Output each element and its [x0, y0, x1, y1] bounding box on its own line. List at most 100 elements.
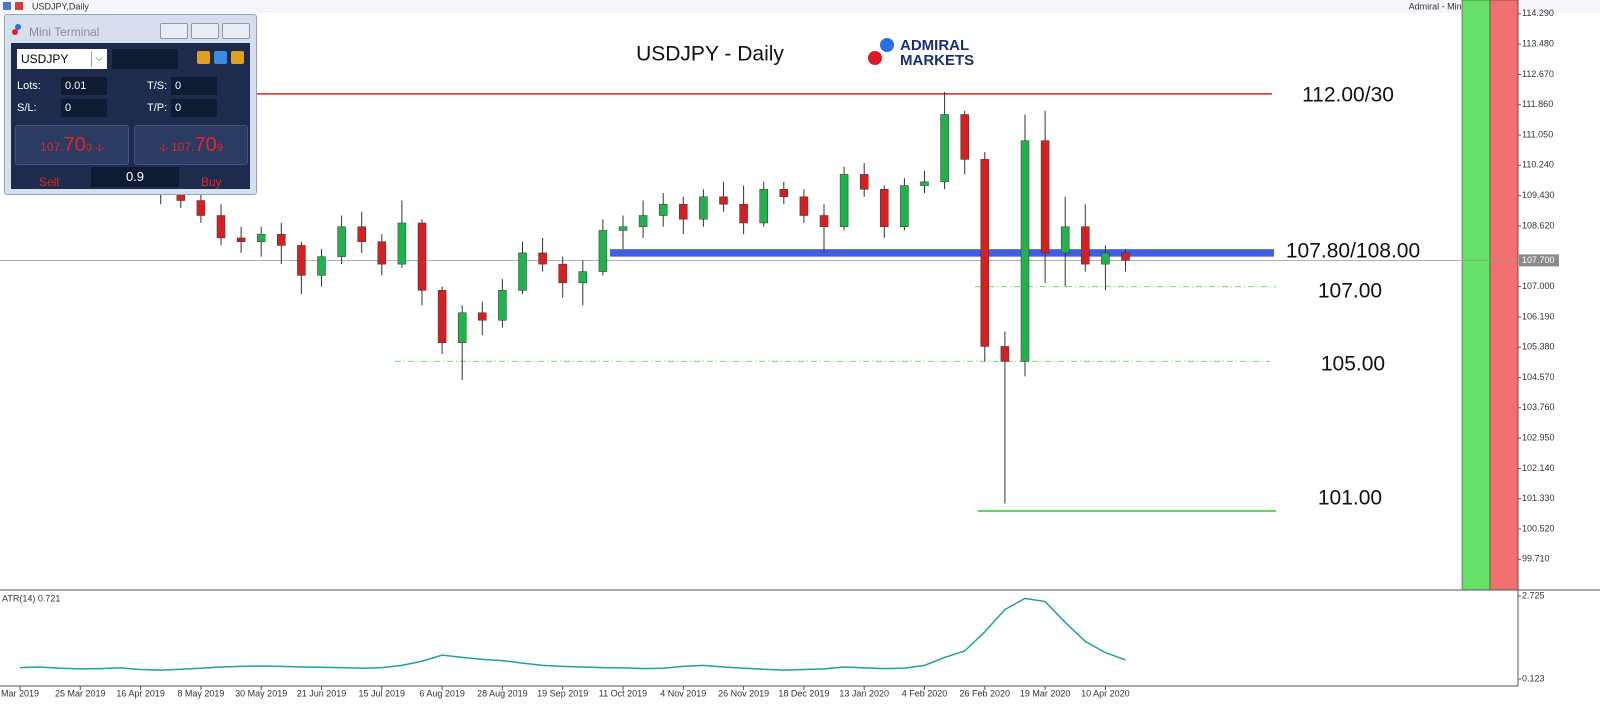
candle-body: [980, 159, 990, 347]
candle-body: [397, 222, 407, 265]
x-tick-label: 15 Jul 2019: [359, 688, 406, 698]
candle-body: [799, 196, 809, 216]
sell-price-fraction: 0: [85, 142, 92, 154]
sell-button[interactable]: 107.700 🡣: [15, 125, 129, 165]
symbol-input[interactable]: [112, 49, 178, 69]
symbol-select[interactable]: USDJPY: [17, 49, 107, 69]
ts-input[interactable]: 0: [171, 77, 217, 95]
candle-body: [437, 290, 447, 343]
caption-icon: [3, 2, 11, 10]
y-tick-label: 107.000: [1522, 281, 1555, 291]
tool-button[interactable]: [197, 51, 210, 64]
close-button[interactable]: [222, 23, 250, 39]
candle-body: [839, 174, 849, 227]
level-label: 112.00/30: [1302, 84, 1394, 107]
dropdown-arrow[interactable]: ⌵: [91, 51, 106, 67]
mini-terminal: Mini Terminal USDJPY ⌵ Lots: 0.01 T/S: 0…: [4, 14, 257, 195]
candle-body: [558, 263, 567, 284]
lots-input[interactable]: 0.01: [61, 77, 107, 95]
restore-button[interactable]: [191, 23, 219, 39]
x-tick-label: 8 May 2019: [177, 688, 224, 698]
candle-body: [880, 189, 889, 227]
terminal-title: Mini Terminal: [29, 25, 100, 39]
candle-body: [859, 174, 869, 190]
candle-body: [940, 114, 949, 183]
x-tick-label: 21 Jun 2019: [297, 688, 347, 698]
buy-label[interactable]: Buy: [201, 175, 222, 189]
candle-body: [337, 226, 346, 257]
candle-body: [498, 290, 507, 321]
candle-body: [538, 252, 547, 265]
candle-body: [196, 200, 206, 216]
logo-text: ADMIRAL: [900, 37, 969, 54]
candle-body: [618, 226, 628, 231]
spread: 0.9: [91, 167, 179, 187]
y-tick-label: 100.520: [1522, 523, 1555, 533]
chart-title: USDJPY - Daily: [636, 43, 784, 66]
candle-body: [598, 230, 608, 272]
caption: USDJPY,Daily: [32, 1, 89, 11]
terminal-icon: [15, 24, 21, 30]
level-label: 105.00: [1321, 353, 1385, 376]
x-tick-label: 19 Sep 2019: [537, 688, 588, 698]
y-tick-label: 114.290: [1522, 8, 1554, 18]
caption-bar: [0, 0, 1600, 13]
y-tick-label: 105.380: [1522, 342, 1555, 352]
buy-price-fraction: 9: [216, 142, 223, 154]
y-tick-label: 111.860: [1522, 99, 1553, 109]
candle-body: [699, 196, 708, 220]
y-tick-label: 102.950: [1522, 432, 1555, 442]
y-tick-label: 104.570: [1522, 372, 1555, 382]
candle-body: [377, 241, 387, 265]
sell-label[interactable]: Sell: [39, 175, 60, 189]
signal-strip: [1461, 0, 1491, 591]
candle-body: [638, 215, 648, 227]
x-tick-label: Mar 2019: [1, 688, 39, 698]
candle-body: [1000, 346, 1010, 362]
x-tick-label: 26 Nov 2019: [718, 688, 769, 698]
level-label: 107.00: [1318, 280, 1382, 303]
candle-body: [920, 181, 929, 186]
x-tick-label: 19 Mar 2020: [1020, 688, 1071, 698]
x-tick-label: 16 Apr 2019: [116, 688, 165, 698]
x-tick-label: 11 Oct 2019: [599, 688, 647, 698]
tp-label: T/P:: [147, 102, 168, 114]
buy-button[interactable]: 🡣 107.709: [134, 125, 248, 165]
candle-body: [759, 189, 768, 224]
settings-button[interactable]: [214, 51, 227, 64]
sl-input[interactable]: 0: [61, 99, 107, 117]
ts-label: T/S:: [147, 80, 168, 92]
sell-price-pips: 70: [63, 134, 86, 156]
y-tick-label: 0.123: [1522, 673, 1545, 683]
candle-body: [779, 189, 789, 198]
last-price-label: 107.700: [1522, 255, 1555, 265]
buy-price-prefix: 107.: [171, 140, 195, 154]
candle-body: [679, 204, 688, 220]
candle-body: [417, 222, 427, 291]
candle-body: [900, 185, 909, 227]
candle-body: [578, 271, 588, 284]
tp-input[interactable]: 0: [171, 99, 217, 117]
caption-right: Admiral - Mini Terminal: [1409, 1, 1500, 11]
candle-body: [478, 312, 487, 321]
candle-body: [1081, 226, 1090, 265]
candle-body: [819, 215, 829, 227]
tool-button[interactable]: [231, 51, 244, 64]
candle-body: [658, 204, 668, 216]
x-tick-label: 28 Aug 2019: [477, 688, 528, 698]
candle-body: [1040, 140, 1050, 254]
candle-body: [960, 114, 969, 160]
logo-dot: [868, 51, 882, 65]
candle-body: [518, 252, 527, 291]
y-tick-label: 2.725: [1522, 590, 1545, 600]
candle-body: [1060, 226, 1070, 254]
level-label: 101.00: [1318, 487, 1382, 510]
indicator-line: [19, 597, 1126, 671]
level-label: 107.80/108.00: [1286, 240, 1420, 263]
candle-body: [1121, 252, 1130, 261]
x-tick-label: 25 Mar 2019: [55, 688, 106, 698]
indicator-label: ATR(14) 0.721: [2, 593, 60, 603]
minimize-button[interactable]: [160, 23, 188, 39]
y-tick-label: 99.710: [1522, 554, 1550, 564]
x-tick-label: 18 Dec 2019: [778, 688, 829, 698]
